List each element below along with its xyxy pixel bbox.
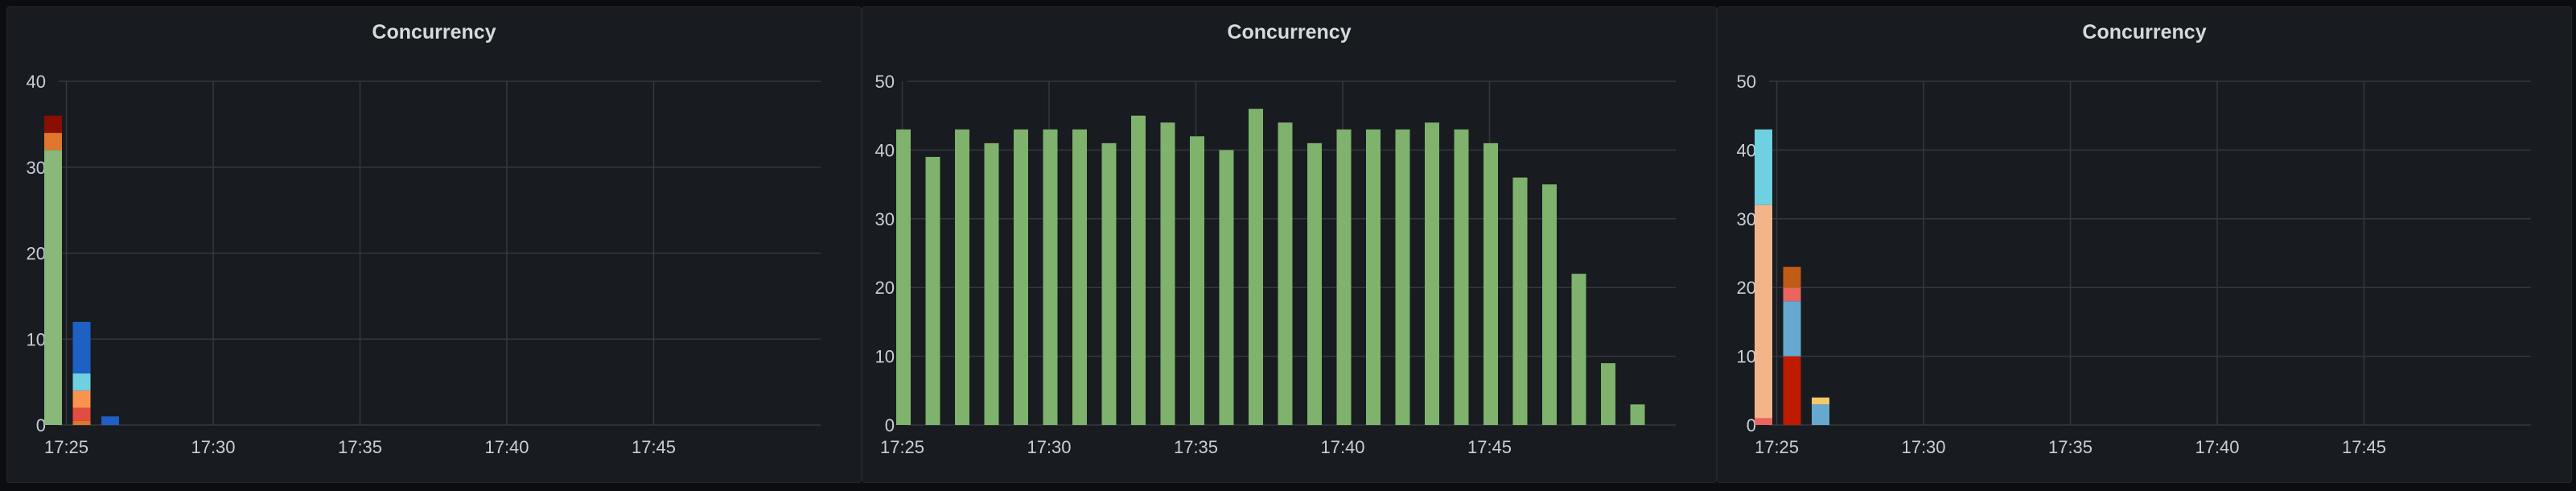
x-tick-label: 17:40 xyxy=(484,437,529,457)
x-tick-label: 17:30 xyxy=(1901,437,1945,457)
bar-segment xyxy=(72,390,91,408)
bar xyxy=(1219,150,1234,425)
bar xyxy=(925,156,940,425)
bar-segment xyxy=(1755,204,1772,419)
x-tick-label: 17:45 xyxy=(1467,437,1512,457)
x-tick-label: 17:40 xyxy=(2195,437,2239,457)
y-tick-label: 40 xyxy=(875,140,895,160)
chart-2: 0 10 20 30 40 50 17:25 17:30 17:35 17:40 17:45 xyxy=(875,72,1676,457)
bar xyxy=(1101,142,1117,426)
chart-1: 0 10 20 30 40 17:25 17:30 17:35 17:40 17:45 xyxy=(27,72,821,457)
bar-segment xyxy=(101,416,119,425)
y-tick-label: 10 xyxy=(1737,347,1756,367)
bar xyxy=(1336,129,1352,425)
panel-title[interactable]: Concurrency xyxy=(372,21,496,43)
y-tick-label: 50 xyxy=(1737,72,1756,92)
bar xyxy=(1043,129,1058,425)
y-tick-label: 0 xyxy=(1747,415,1756,435)
y-tick-label: 20 xyxy=(1737,278,1756,298)
y-tick-label: 50 xyxy=(875,72,895,92)
y-tick-label: 30 xyxy=(1737,209,1756,229)
y-tick-label: 30 xyxy=(27,158,46,178)
y-tick-label: 20 xyxy=(875,278,895,298)
x-tick-label: 17:35 xyxy=(2048,437,2092,457)
bar xyxy=(1131,115,1146,425)
bar xyxy=(955,129,969,425)
bar-segment xyxy=(1783,287,1801,302)
bar-segment xyxy=(1783,356,1801,425)
bar xyxy=(1395,129,1410,425)
bar-segment xyxy=(1783,301,1801,357)
y-tick-label: 40 xyxy=(1737,140,1756,160)
bar-segment xyxy=(44,150,62,425)
bar xyxy=(1483,142,1498,426)
bar xyxy=(1190,136,1204,425)
bar xyxy=(1601,363,1615,425)
x-tick-label: 17:25 xyxy=(1755,437,1799,457)
bar xyxy=(1542,184,1557,425)
bar xyxy=(1014,129,1028,425)
bar-segment xyxy=(72,321,91,373)
bar xyxy=(896,129,911,425)
y-tick-label: 10 xyxy=(27,329,46,349)
x-tick-label: 17:45 xyxy=(632,437,676,457)
bar-segment xyxy=(44,133,62,151)
bar xyxy=(1072,129,1087,425)
bar-segment xyxy=(72,407,91,421)
concurrency-panel-3: Concurrency 0 10 20 30 40 50 17:25 17:30 17:35 17… xyxy=(1717,6,2572,483)
bar-segment xyxy=(1755,129,1772,205)
concurrency-panel-2: Concurrency 0 10 20 30 40 50 17:25 17:30 17:35 17… xyxy=(862,6,1717,483)
x-tick-label: 17:35 xyxy=(1174,437,1218,457)
bar-segment xyxy=(72,373,91,391)
x-tick-label: 17:30 xyxy=(1027,437,1071,457)
bar xyxy=(1630,404,1645,425)
bar xyxy=(1454,129,1469,425)
x-tick-label: 17:40 xyxy=(1320,437,1364,457)
bar xyxy=(1366,129,1381,425)
bar-segment xyxy=(1783,266,1801,288)
y-tick-label: 0 xyxy=(36,415,46,435)
bar-segment xyxy=(1812,404,1829,425)
y-tick-label: 30 xyxy=(875,209,895,229)
bar-segment xyxy=(72,420,91,425)
bar xyxy=(1425,122,1439,426)
panel-title[interactable]: Concurrency xyxy=(1227,21,1352,43)
chart-3: 0 10 20 30 40 50 17:25 17:30 17:35 17:40 17:45 xyxy=(1737,72,2531,457)
bar xyxy=(1249,109,1263,425)
bar xyxy=(1512,177,1528,425)
y-tick-label: 0 xyxy=(885,415,895,435)
bar xyxy=(1160,122,1175,426)
bar xyxy=(984,142,999,426)
x-tick-label: 17:25 xyxy=(880,437,924,457)
bar-segment xyxy=(1755,418,1772,425)
x-tick-label: 17:45 xyxy=(2342,437,2386,457)
y-tick-label: 20 xyxy=(27,244,46,264)
concurrency-panel-1: Concurrency 0 10 20 30 40 17:25 17:30 17:35 17:4… xyxy=(6,6,862,483)
y-tick-label: 40 xyxy=(27,72,46,92)
x-tick-label: 17:25 xyxy=(44,437,88,457)
panel-title[interactable]: Concurrency xyxy=(2082,21,2207,43)
x-tick-label: 17:30 xyxy=(191,437,235,457)
bar-segment xyxy=(1812,397,1829,405)
bar xyxy=(1571,274,1586,425)
x-tick-label: 17:35 xyxy=(338,437,382,457)
bar-segment xyxy=(44,115,62,134)
y-tick-label: 10 xyxy=(875,347,895,367)
bar xyxy=(1278,122,1293,426)
bar xyxy=(1307,142,1322,426)
